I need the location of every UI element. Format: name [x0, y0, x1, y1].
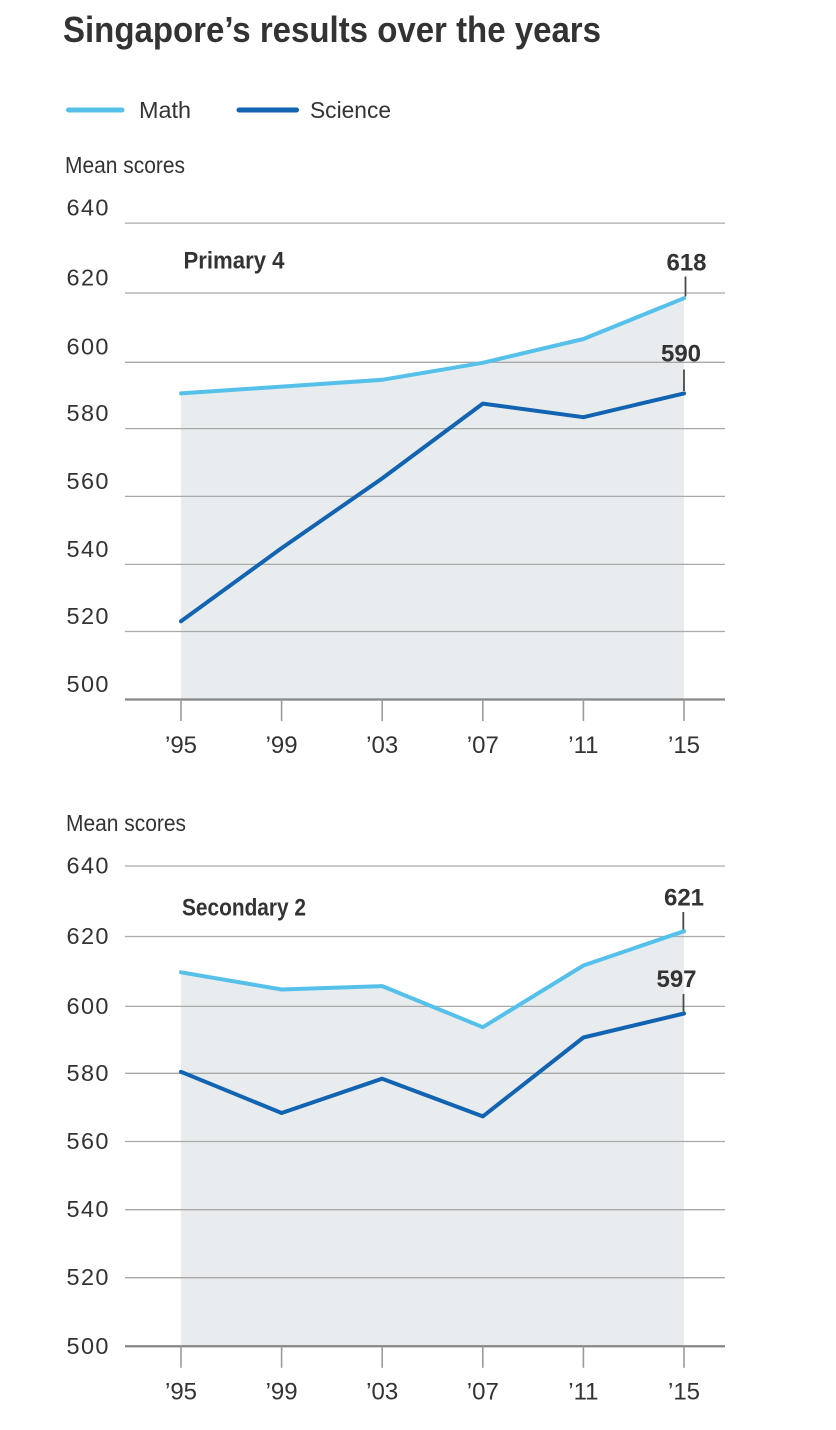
svg-text:600: 600	[67, 993, 109, 1019]
svg-text:520: 520	[67, 603, 109, 629]
svg-text:620: 620	[67, 923, 109, 949]
svg-text:621: 621	[664, 885, 704, 912]
svg-text:500: 500	[67, 671, 109, 697]
svg-text:’99: ’99	[266, 732, 298, 759]
svg-text:’03: ’03	[366, 1379, 398, 1406]
svg-text:’07: ’07	[467, 732, 499, 759]
svg-text:Science: Science	[310, 97, 391, 123]
svg-text:’11: ’11	[568, 732, 598, 759]
svg-text:’07: ’07	[467, 1379, 499, 1406]
svg-text:Mean scores: Mean scores	[66, 810, 186, 836]
svg-text:Secondary 2: Secondary 2	[182, 894, 306, 921]
svg-text:’15: ’15	[668, 1379, 700, 1406]
svg-text:620: 620	[67, 264, 109, 290]
svg-text:560: 560	[67, 1128, 109, 1154]
svg-text:Primary 4: Primary 4	[184, 248, 285, 275]
svg-text:590: 590	[661, 341, 701, 368]
svg-text:Mean scores: Mean scores	[65, 152, 185, 178]
svg-text:’95: ’95	[165, 1379, 197, 1406]
svg-text:’15: ’15	[668, 732, 700, 759]
svg-text:540: 540	[67, 1196, 109, 1222]
svg-text:540: 540	[67, 536, 109, 562]
svg-text:Singapore’s results over the y: Singapore’s results over the years	[63, 9, 601, 50]
svg-text:500: 500	[67, 1333, 109, 1359]
svg-text:’95: ’95	[165, 732, 197, 759]
svg-text:640: 640	[67, 195, 109, 221]
svg-text:’03: ’03	[366, 732, 398, 759]
svg-text:618: 618	[666, 250, 706, 277]
svg-text:597: 597	[656, 966, 696, 993]
svg-text:640: 640	[67, 853, 109, 879]
svg-text:Math: Math	[139, 97, 191, 123]
svg-text:’11: ’11	[568, 1379, 598, 1406]
svg-text:520: 520	[67, 1264, 109, 1290]
svg-text:580: 580	[67, 400, 109, 426]
svg-text:600: 600	[67, 334, 109, 360]
svg-text:580: 580	[67, 1060, 109, 1086]
svg-text:’99: ’99	[266, 1379, 298, 1406]
svg-text:560: 560	[67, 468, 109, 494]
